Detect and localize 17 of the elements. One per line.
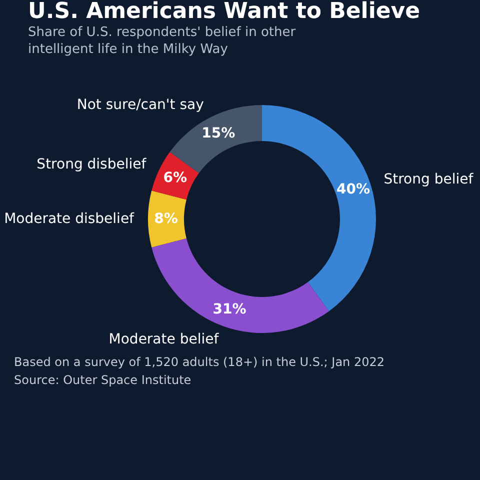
donut-slice	[262, 105, 376, 312]
slice-label: Not sure/can't say	[76, 96, 204, 113]
slice-label: Moderate belief	[108, 331, 220, 348]
donut-slice	[152, 238, 330, 333]
data-label: 31%	[212, 301, 246, 318]
chart-subtitle: Share of U.S. respondents' belief in other intelligent life in the Milky Way	[28, 25, 296, 57]
donut-slice	[148, 190, 186, 248]
text: Based on a survey of 1,520 adults (18+) in the U.S.; Jan 2022	[14, 355, 385, 369]
data-label: 15%	[202, 125, 236, 142]
chart-title: U.S. Americans Want to Believe	[28, 0, 420, 24]
data-label: 6%	[163, 170, 188, 186]
slice-label: Strong disbelief	[36, 156, 148, 172]
data-label: 40%	[336, 181, 370, 198]
data-label: 8%	[154, 211, 178, 227]
slice-label: Strong belief	[384, 171, 474, 188]
source-note: Source: Outer Space Institute	[14, 373, 192, 387]
slice-label: Moderate disbelief	[4, 211, 136, 227]
